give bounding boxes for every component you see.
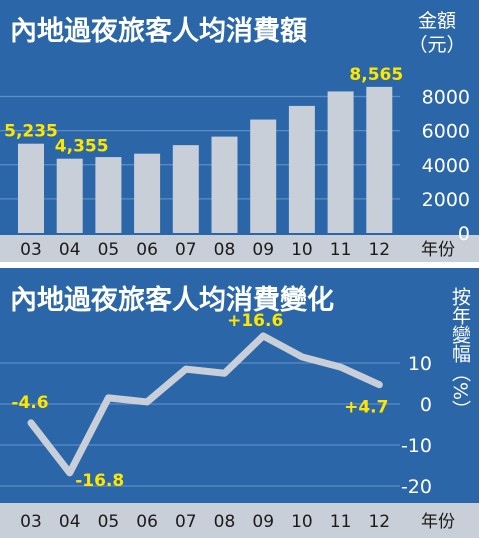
bar-data-label: 4,355 [55,137,109,157]
line-y-tick-label: 10 [408,353,432,375]
bar-x-tick-label: 03 [20,240,42,260]
line-x-tick-label: 09 [252,512,274,532]
line-data-label: +4.7 [344,398,388,418]
bar-09 [250,119,277,233]
bar-10 [288,105,315,233]
bar-chart-title: 內地過夜旅客人均消費額 [10,15,307,47]
bar-11 [327,91,354,233]
line-data-label: -16.8 [75,471,124,491]
line-x-tick-label: 10 [291,512,313,532]
line-x-axis-label: 年份 [421,512,455,532]
bar-data-label: 5,235 [4,122,58,142]
line-axis-band [0,503,479,538]
bar-08 [211,136,238,233]
bar-y-tick-label: 8000 [422,87,470,109]
bar-x-tick-label: 11 [330,240,352,260]
bar-y-tick-label: 4000 [422,155,470,177]
line-data-label: -4.6 [11,393,48,413]
bar-12 [366,86,393,233]
line-series [27,332,383,477]
bar-axis-band [0,235,479,262]
bar-07 [172,145,199,233]
line-x-tick-label: 12 [368,512,390,532]
bar-y-label-line-1: 金額 [418,10,456,32]
line-panel-background [0,268,479,503]
bar-x-tick-label: 08 [214,240,236,260]
bar-y-tick-label: 0 [458,223,470,245]
line-data-label: +16.6 [227,311,283,331]
line-y-tick-label: -20 [401,476,432,498]
bar-y-tick-label: 2000 [422,189,470,211]
bar-y-label-line-2: （元） [408,34,465,56]
line-x-tick-label: 04 [59,512,81,532]
bar-06 [134,153,161,233]
bar-y-tick-label: 6000 [422,121,470,143]
line-x-tick-label: 05 [98,512,120,532]
bar-x-tick-label: 12 [368,240,390,260]
bar-x-axis-label: 年份 [421,240,455,260]
bar-03 [18,143,44,233]
bar-x-tick-label: 06 [136,240,158,260]
bar-x-tick-label: 05 [98,240,120,260]
line-x-tick-label: 06 [136,512,158,532]
bar-04 [56,158,83,233]
line-x-tick-label: 11 [330,512,352,532]
line-y-tick-label: -10 [401,435,432,457]
line-x-tick-label: 08 [214,512,236,532]
bar-x-tick-label: 10 [291,240,313,260]
line-y-axis-label: 按年變幅（%） [449,287,471,419]
line-chart-title: 內地過夜旅客人均消費變化 [10,284,334,316]
bar-05 [95,157,122,233]
line-x-tick-label: 07 [175,512,197,532]
line-y-tick-label: 0 [420,394,432,416]
bar-x-tick-label: 09 [252,240,274,260]
bar-x-tick-label: 07 [175,240,197,260]
bar-data-label: 8,565 [349,65,403,85]
bar-x-tick-label: 04 [59,240,81,260]
line-x-tick-label: 03 [20,512,42,532]
